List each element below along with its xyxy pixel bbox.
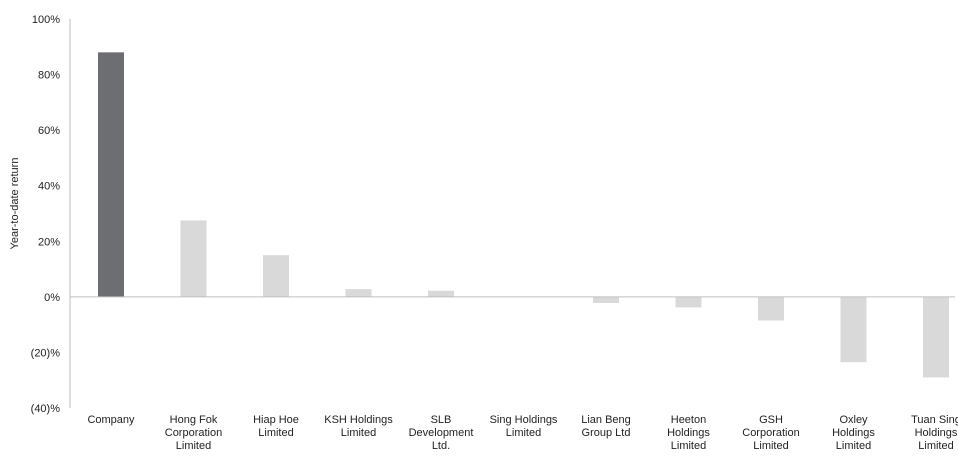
y-axis-title: Year-to-date return xyxy=(9,158,21,250)
y-tick-labels: 100% 80% 60% 40% 20% 0% (20)% (40)% xyxy=(31,14,61,415)
x-tick-label: Hong Fok Corporation Limited xyxy=(165,414,222,452)
bar-company xyxy=(98,52,124,297)
y-tick-label: 100% xyxy=(32,14,60,26)
bar-heeton-holdings-limited xyxy=(675,296,702,308)
bar-gsh-corporation-limited xyxy=(758,296,784,321)
x-tick-label: Oxley Holdings Limited xyxy=(832,414,875,452)
y-tick-label: (40)% xyxy=(31,403,61,415)
x-tick-label: KSH Holdings Limited xyxy=(324,414,393,439)
bar-ksh-holdings-limited xyxy=(345,289,372,297)
x-tick-label: Lian Beng Group Ltd xyxy=(581,414,631,439)
bar-slb-development-ltd xyxy=(428,290,454,297)
y-tick-label: (20)% xyxy=(31,347,61,359)
y-tick-label: 80% xyxy=(38,70,60,82)
x-tick-label: Heeton Holdings Limited xyxy=(667,414,710,452)
x-tick-label: Tuan Sing Holdings Limited xyxy=(911,414,958,452)
bar-lian-beng-group-ltd xyxy=(593,296,619,303)
bar-hiap-hoe-limited xyxy=(263,255,289,297)
x-tick-labels: Company Hong Fok Corporation Limited Hiap Ho… xyxy=(87,414,958,452)
x-tick-label: GSH Corporation Limited xyxy=(742,414,799,452)
bar-oxley-holdings-limited xyxy=(840,296,867,363)
y-tick-label: 0% xyxy=(44,292,60,304)
bar-hong-fok-corporation-limited xyxy=(180,220,207,297)
x-tick-label: Sing Holdings Limited xyxy=(490,414,558,439)
y-tick-label: 20% xyxy=(38,236,60,248)
y-tick-label: 40% xyxy=(38,181,60,193)
x-tick-label: SLB Development Ltd. xyxy=(409,414,474,452)
x-tick-label: Company xyxy=(87,414,135,426)
x-tick-label: Hiap Hoe Limited xyxy=(253,414,299,439)
bar-tuan-sing-holdings-limited xyxy=(923,296,949,378)
bars xyxy=(98,52,949,378)
y-tick-label: 60% xyxy=(38,125,60,137)
